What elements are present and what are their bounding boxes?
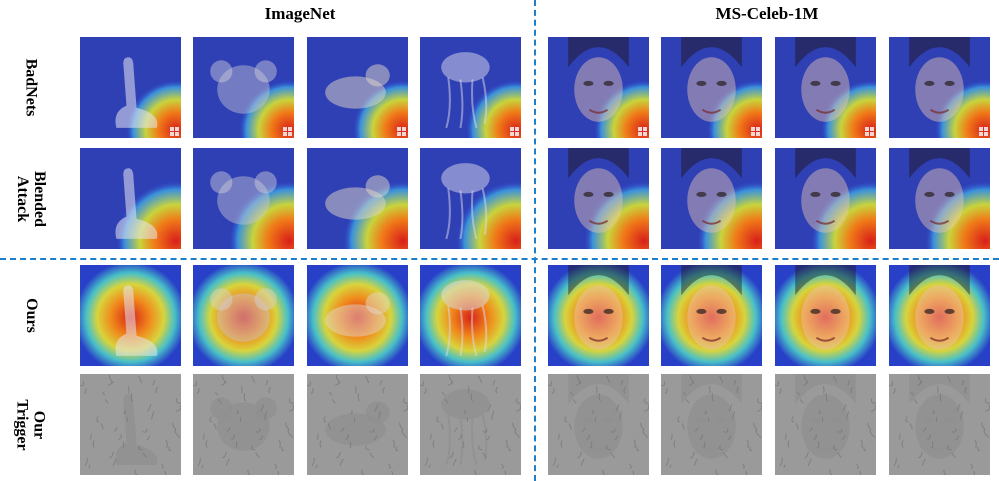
blended-woman-1-image [548,148,649,249]
badnets-man-1-image [775,37,876,138]
row-label-blended-attack: Blended Attack [13,170,48,227]
badnets-koala-image [193,37,294,138]
column-header-msceleb: MS-Celeb-1M [715,4,819,23]
ours-jellyfish-image [420,265,521,366]
column-header-imagenet: ImageNet [264,4,336,23]
blended-woman-2-image [661,148,762,249]
trigger-man-2-image [889,374,990,475]
ours-koala-image [193,265,294,366]
trigger-swan-image [80,374,181,475]
row-label-badnets: BadNets [22,58,40,117]
badnets-trigger-patch [979,127,988,136]
badnets-trigger-patch [865,127,874,136]
blended-man-1-image [775,148,876,249]
badnets-trigger-patch [283,127,292,136]
blended-dog-image [307,148,408,249]
blended-jellyfish-image [420,148,521,249]
ours-woman-2-image [661,265,762,366]
badnets-woman-1-image [548,37,649,138]
trigger-woman-1-image [548,374,649,475]
trigger-man-1-image [775,374,876,475]
badnets-swan-image [80,37,181,138]
ours-woman-1-image [548,265,649,366]
trigger-woman-2-image [661,374,762,475]
blended-man-2-image [889,148,990,249]
row-label-our-trigger: Our Trigger [13,398,48,451]
trigger-dog-image [307,374,408,475]
horizontal-divider [0,258,999,260]
trigger-koala-image [193,374,294,475]
blended-swan-image [80,148,181,249]
vertical-divider [534,0,536,481]
badnets-trigger-patch [397,127,406,136]
badnets-trigger-patch [170,127,179,136]
ours-man-2-image [889,265,990,366]
badnets-trigger-patch [510,127,519,136]
ours-man-1-image [775,265,876,366]
badnets-woman-2-image [661,37,762,138]
row-label-ours: Ours [22,298,40,333]
badnets-jellyfish-image [420,37,521,138]
ours-dog-image [307,265,408,366]
trigger-jellyfish-image [420,374,521,475]
badnets-dog-image [307,37,408,138]
badnets-man-2-image [889,37,990,138]
badnets-trigger-patch [638,127,647,136]
ours-swan-image [80,265,181,366]
blended-koala-image [193,148,294,249]
badnets-trigger-patch [751,127,760,136]
